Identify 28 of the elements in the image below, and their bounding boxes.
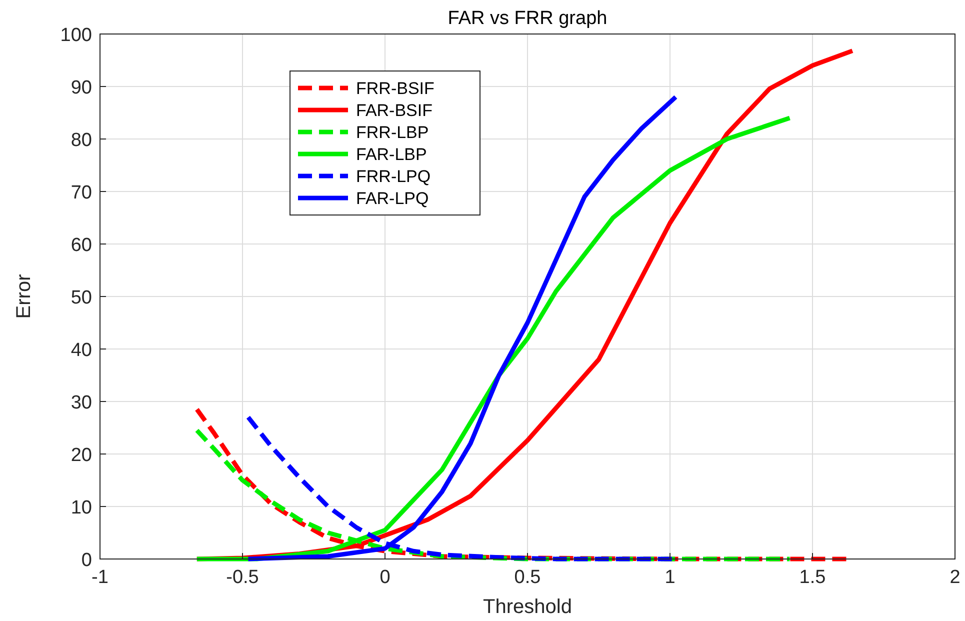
legend-label: FRR-BSIF	[356, 79, 434, 98]
x-tick-label: 1.5	[799, 567, 826, 588]
y-tick-label: 90	[70, 78, 92, 98]
x-tick-label: -1	[92, 567, 108, 588]
x-tick-label: -0.5	[226, 567, 259, 588]
legend-label: FRR-LBP	[356, 123, 429, 142]
y-tick-label: 80	[70, 130, 92, 151]
x-tick-label: 2	[950, 567, 960, 588]
y-tick-label: 0	[81, 550, 92, 571]
legend-label: FAR-BSIF	[356, 101, 433, 120]
legend-label: FAR-LBP	[356, 145, 427, 164]
y-tick-label: 100	[60, 25, 92, 46]
x-tick-label: 1	[664, 567, 676, 588]
x-axis-title: Threshold	[483, 596, 572, 618]
legend-label: FRR-LPQ	[356, 167, 431, 186]
y-tick-label: 40	[70, 340, 92, 361]
x-tick-label: 0.5	[514, 567, 541, 588]
line-series	[194, 116, 792, 562]
x-tick-label: 0	[380, 567, 390, 588]
y-tick-label: 20	[70, 445, 92, 466]
y-tick-label: 30	[70, 392, 92, 414]
y-tick-label: 60	[70, 235, 92, 256]
y-tick-label: 10	[70, 498, 92, 518]
y-tick-label: 50	[70, 288, 92, 308]
chart-title: FAR vs FRR graph	[448, 8, 608, 29]
y-tick-label: 70	[70, 182, 92, 204]
y-axis-title: Error	[13, 274, 35, 319]
legend-label: FAR-LPQ	[356, 189, 429, 208]
